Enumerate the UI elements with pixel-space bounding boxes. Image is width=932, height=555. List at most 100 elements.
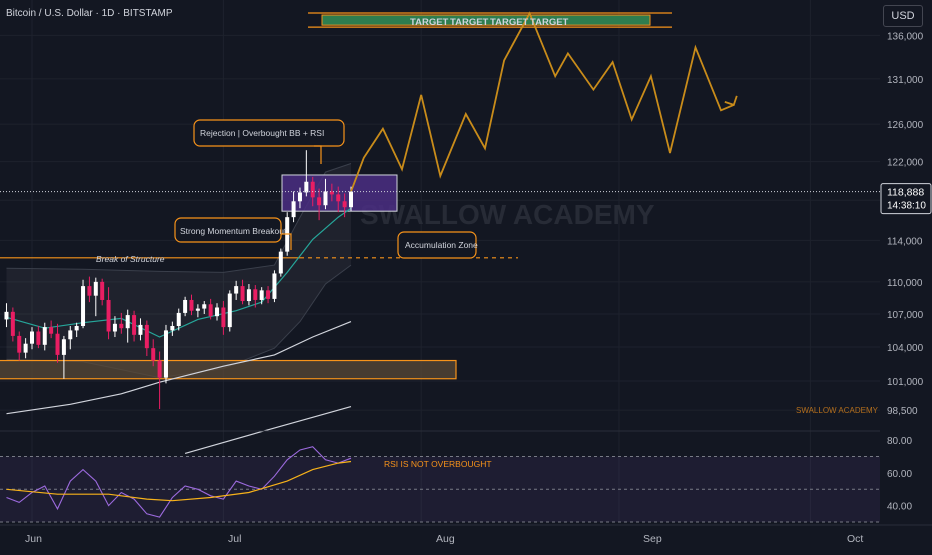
candle-body[interactable]	[125, 315, 130, 329]
candle-body[interactable]	[240, 286, 245, 302]
ma-line	[184, 406, 352, 454]
candle-body[interactable]	[176, 312, 181, 327]
rejection-pointer	[314, 145, 322, 164]
candle-body[interactable]	[74, 326, 79, 331]
candle-body[interactable]	[278, 251, 283, 274]
candle-body[interactable]	[36, 331, 41, 345]
target-label: TARGET	[450, 17, 489, 28]
candle-body[interactable]	[266, 290, 271, 299]
break-of-structure-label: Break of Structure	[96, 254, 165, 264]
target-zone[interactable]	[321, 14, 651, 26]
bollinger-band-fill	[6, 163, 351, 378]
current-price-tag	[880, 183, 932, 215]
candle-body[interactable]	[87, 286, 92, 296]
candle-body[interactable]	[310, 181, 315, 198]
candle-body[interactable]	[157, 360, 162, 378]
candle-body[interactable]	[246, 289, 251, 302]
candle-body[interactable]	[272, 273, 277, 299]
candle-body[interactable]	[170, 326, 175, 331]
rsi-line	[6, 446, 352, 518]
candle-body[interactable]	[291, 201, 296, 218]
candle-body[interactable]	[304, 181, 309, 193]
price-tick-label: 101,000	[887, 377, 924, 388]
time-tick-label: Oct	[847, 533, 863, 545]
momentum-label: Strong Momentum Breakout	[180, 226, 287, 236]
candle-body[interactable]	[10, 311, 15, 336]
candle-body[interactable]	[183, 299, 188, 313]
price-tick-label: 126,000	[887, 120, 924, 131]
candle-body[interactable]	[17, 335, 22, 353]
candle-body[interactable]	[189, 299, 194, 311]
candle-body[interactable]	[112, 323, 117, 332]
candle-body[interactable]	[323, 191, 328, 206]
projection-arrowhead	[724, 95, 738, 107]
candle-body[interactable]	[227, 293, 232, 328]
candle-body[interactable]	[106, 299, 111, 332]
candle-body[interactable]	[42, 327, 47, 345]
time-tick-label: Jul	[228, 533, 241, 545]
candle-body[interactable]	[329, 191, 334, 195]
candle-body[interactable]	[259, 290, 264, 300]
candle-body[interactable]	[202, 304, 207, 309]
momentum-callout[interactable]	[174, 217, 282, 243]
price-tick-label: 131,000	[887, 75, 924, 86]
candle-body[interactable]	[68, 330, 73, 340]
candle-body[interactable]	[208, 304, 213, 317]
candle-body[interactable]	[138, 324, 143, 335]
candle-body[interactable]	[253, 289, 258, 300]
candle-body[interactable]	[195, 308, 200, 311]
rsi-note: RSI IS NOT OVERBOUGHT	[384, 459, 492, 469]
watermark-text: SWALLOW ACADEMY	[360, 199, 655, 230]
candle-body[interactable]	[336, 194, 341, 202]
candle-body[interactable]	[342, 201, 347, 208]
candle-body[interactable]	[349, 191, 353, 208]
candle-body[interactable]	[297, 192, 302, 202]
candle-body[interactable]	[132, 315, 137, 335]
candle-body[interactable]	[4, 311, 9, 320]
price-tick-label: 136,000	[887, 31, 924, 42]
time-tick-label: Jun	[25, 533, 42, 545]
candle-body[interactable]	[151, 348, 156, 361]
candle-body[interactable]	[81, 286, 86, 327]
price-tick-label: 98,500	[887, 406, 918, 417]
accumulation-callout[interactable]	[397, 231, 477, 259]
candle-body[interactable]	[30, 331, 34, 344]
candle-body[interactable]	[317, 197, 322, 206]
price-tick-label: 110,000	[887, 278, 923, 289]
candle-body[interactable]	[163, 330, 168, 378]
price-tick-label: 114,000	[887, 236, 923, 247]
candle-body[interactable]	[234, 286, 239, 294]
candle-body[interactable]	[93, 281, 98, 296]
candle-body[interactable]	[119, 323, 124, 329]
candle-body[interactable]	[100, 281, 105, 300]
candle-body[interactable]	[49, 327, 54, 334]
price-tick-label: 104,000	[887, 343, 924, 354]
momentum-pointer	[281, 233, 292, 250]
target-label: TARGET	[410, 17, 449, 28]
candle-body[interactable]	[144, 324, 149, 349]
rejection-callout[interactable]	[193, 119, 345, 147]
currency-button[interactable]: USD	[883, 5, 923, 27]
current-price-label: 118,888	[887, 187, 924, 199]
accumulation-label: Accumulation Zone	[405, 240, 478, 250]
time-tick-label: Aug	[436, 533, 455, 545]
time-tick-label: Sep	[643, 533, 662, 545]
price-tick-label: 107,000	[887, 310, 924, 321]
projection-path	[350, 11, 735, 192]
rsi-ma-line	[6, 460, 352, 502]
candle-body[interactable]	[55, 333, 60, 355]
accumulation-zone[interactable]	[281, 174, 398, 212]
support-zone[interactable]	[0, 359, 457, 380]
countdown-label: 14:38:10	[887, 201, 926, 212]
price-tick-label: 122,000	[887, 158, 924, 169]
rsi-tick-label: 40.00	[887, 502, 912, 513]
target-label: TARGET	[530, 17, 569, 28]
symbol-title[interactable]: Bitcoin / U.S. Dollar · 1D · BITSTAMP	[6, 8, 173, 19]
candle-body[interactable]	[221, 307, 226, 328]
candle-body[interactable]	[215, 307, 220, 317]
rsi-tick-label: 60.00	[887, 469, 912, 480]
candle-body[interactable]	[61, 339, 66, 355]
candle-body[interactable]	[23, 343, 28, 353]
